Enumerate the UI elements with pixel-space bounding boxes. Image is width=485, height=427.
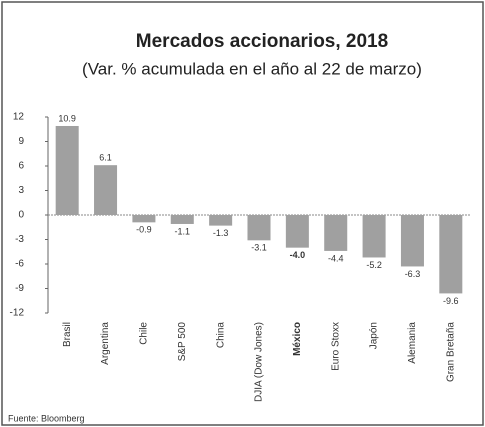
bar	[132, 215, 156, 223]
y-tick-label: -9	[15, 283, 24, 294]
chart-subtitle: (Var. % acumulada en el año al 22 de mar…	[82, 59, 422, 78]
bar	[209, 215, 233, 226]
x-tick-label: Gran Bretaña	[445, 322, 456, 382]
data-label: -1.3	[213, 228, 229, 238]
bar	[324, 215, 348, 251]
y-tick-label: 12	[13, 112, 25, 123]
data-label: -6.3	[405, 269, 421, 279]
x-tick-label: Japón	[369, 322, 380, 349]
data-label: -5.2	[366, 260, 382, 270]
bar	[247, 215, 271, 241]
bar	[170, 215, 194, 224]
x-tick-label: DJIA (Dow Jones)	[254, 322, 265, 402]
bar	[94, 165, 118, 215]
y-tick-label: -6	[15, 259, 24, 270]
x-tick-label: China	[215, 322, 226, 349]
x-tick-label: Brasil	[62, 322, 73, 347]
y-tick-label: 6	[18, 161, 24, 172]
y-tick-label: -3	[15, 234, 24, 245]
y-tick-label: -12	[10, 308, 25, 319]
x-tick-label: S&P 500	[177, 322, 188, 362]
bar	[439, 215, 463, 294]
data-label: -0.9	[136, 225, 152, 235]
y-tick-label: 0	[18, 210, 24, 221]
chart-title: Mercados accionarios, 2018	[136, 31, 388, 52]
data-label: 10.9	[58, 113, 76, 123]
x-tick-label: Euro Stoxx	[330, 322, 341, 371]
x-tick-label: México	[292, 322, 303, 356]
data-label: -4.0	[290, 250, 306, 260]
data-label: -9.6	[443, 296, 459, 306]
data-label: -4.4	[328, 253, 344, 263]
bar	[362, 215, 386, 258]
source: Fuente: Bloomberg	[8, 413, 85, 423]
x-tick-label: Alemania	[407, 322, 418, 364]
data-label: 6.1	[99, 153, 112, 163]
bar	[285, 215, 309, 248]
data-label: -3.1	[251, 243, 267, 253]
data-label: -1.1	[175, 226, 191, 236]
y-tick-label: 9	[18, 136, 24, 147]
bar	[55, 125, 79, 215]
x-tick-label: Chile	[139, 322, 150, 345]
bar	[400, 215, 424, 267]
x-tick-label: Argentina	[100, 322, 111, 365]
y-tick-label: 3	[18, 185, 24, 196]
